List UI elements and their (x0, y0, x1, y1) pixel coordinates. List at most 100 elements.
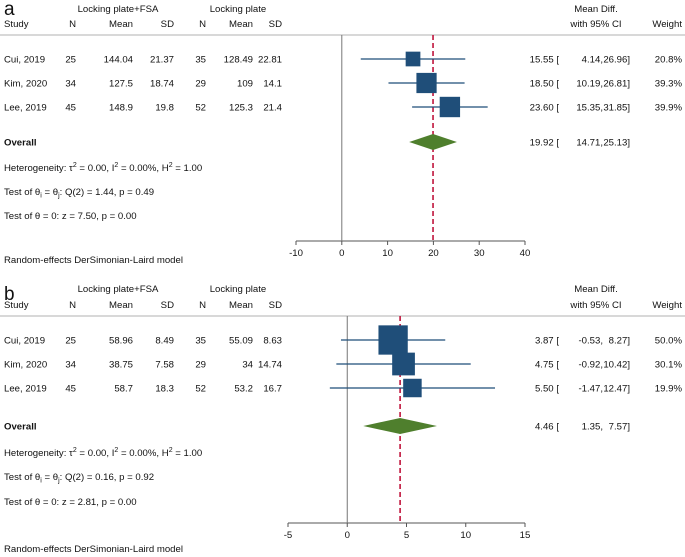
overall-label: Overall (4, 422, 37, 433)
stat-text: = 0.00, I (77, 448, 115, 459)
stat-text: = θ (42, 187, 58, 198)
header-effect-sub: with 95% CI (569, 300, 621, 311)
study-mean1: 58.7 (114, 384, 133, 395)
model-footnote: Random-effects DerSimonian-Laird model (4, 544, 183, 555)
study-md-value: 3.87 (535, 336, 554, 347)
x-tick-label: 40 (520, 248, 531, 259)
x-tick-label: -10 (289, 248, 303, 259)
study-ci-high: 10.42] (603, 360, 630, 371)
study-n2: 29 (195, 79, 206, 90)
study-sd1: 19.8 (155, 103, 174, 114)
subscript: j (57, 193, 60, 200)
panel-label: a (4, 0, 15, 20)
study-weight: 20.8% (655, 55, 683, 66)
x-tick-label: 5 (404, 530, 409, 541)
homogeneity-test: Test of θi = θj: Q(2) = 0.16, p = 0.92 (4, 472, 154, 485)
stat-text: Test of θ (4, 472, 40, 483)
study-weight: 39.9% (655, 103, 683, 114)
ci-open-bracket: [ (554, 79, 560, 90)
subscript: i (40, 478, 42, 485)
study-effect-box (439, 96, 461, 118)
x-tick-label: 15 (520, 530, 531, 541)
header-n2: N (199, 19, 206, 30)
header-group1: Locking plate+FSA (78, 4, 159, 15)
stat-text: = 0.00%, H (118, 448, 168, 459)
overall-md-value: 4.46 (535, 422, 554, 433)
study-name: Lee, 2019 (4, 103, 47, 114)
header-sd2: SD (269, 19, 282, 30)
study-mean1: 127.5 (109, 79, 133, 90)
study-sd2: 14.1 (263, 79, 282, 90)
heterogeneity-stat: Heterogeneity: τ2 = 0.00, I2 = 0.00%, H2… (4, 162, 202, 174)
study-n2: 35 (195, 336, 206, 347)
header-mean2: Mean (229, 19, 253, 30)
model-footnote: Random-effects DerSimonian-Laird model (4, 255, 183, 266)
study-mean1: 58.96 (109, 336, 133, 347)
stat-text: = 1.00 (173, 163, 203, 174)
study-weight: 50.0% (655, 336, 683, 347)
header-effect-title: Mean Diff. (574, 284, 618, 295)
overall-ci-high: 25.13] (603, 138, 630, 149)
ci-open-bracket: [ (554, 360, 560, 371)
study-ci-high: 26.81] (603, 79, 630, 90)
study-n1: 45 (65, 103, 76, 114)
study-sd2: 16.7 (263, 384, 282, 395)
overall-ci-low: 14.71, (576, 138, 603, 149)
overall-diamond (363, 418, 437, 434)
superscript: 2 (114, 162, 118, 169)
overall-effect-test: Test of θ = 0: z = 2.81, p = 0.00 (4, 497, 137, 508)
study-mean1: 148.9 (109, 103, 133, 114)
study-ci-low: -1.47, (578, 384, 603, 395)
study-weight: 39.3% (655, 79, 683, 90)
header-mean1: Mean (109, 300, 133, 311)
study-n1: 34 (65, 360, 76, 371)
study-sd2: 14.74 (258, 360, 283, 371)
overall-md: 4.46 [ (535, 422, 559, 433)
study-weight: 19.9% (655, 384, 683, 395)
header-group1: Locking plate+FSA (78, 284, 159, 295)
study-n1: 34 (65, 79, 76, 90)
overall-effect-test: Test of θ = 0: z = 7.50, p = 0.00 (4, 211, 137, 222)
overall-md: 19.92 [ (530, 138, 560, 149)
superscript: 2 (73, 447, 77, 454)
study-ci-low: -0.92, (578, 360, 603, 371)
study-n1: 25 (65, 55, 76, 66)
ci-open-bracket: [ (554, 422, 560, 433)
subscript: i (40, 193, 42, 200)
study-ci-high: 26.96] (603, 55, 630, 66)
study-mean2: 34 (242, 360, 253, 371)
study-sd1: 18.74 (150, 79, 175, 90)
study-n2: 35 (195, 55, 206, 66)
header-group2: Locking plate (210, 284, 267, 295)
study-effect-box (403, 378, 422, 398)
overall-md-value: 19.92 (530, 138, 554, 149)
header-n1: N (69, 300, 76, 311)
stat-text: Heterogeneity: τ (4, 448, 73, 459)
study-n2: 29 (195, 360, 206, 371)
header-sd1: SD (161, 300, 174, 311)
study-name: Lee, 2019 (4, 384, 47, 395)
x-tick-label: 0 (345, 530, 350, 541)
header-mean2: Mean (229, 300, 253, 311)
stat-text: Heterogeneity: τ (4, 163, 73, 174)
x-tick-label: 30 (474, 248, 485, 259)
header-effect-sub: with 95% CI (569, 19, 621, 30)
header-n1: N (69, 19, 76, 30)
heterogeneity-stat: Heterogeneity: τ2 = 0.00, I2 = 0.00%, H2… (4, 447, 202, 459)
panel-label: b (4, 284, 15, 305)
study-md: 4.75 [ (535, 360, 559, 371)
study-weight: 30.1% (655, 360, 683, 371)
study-name: Kim, 2020 (4, 79, 47, 90)
overall-ci-high: 7.57] (609, 422, 630, 433)
study-mean1: 144.04 (104, 55, 134, 66)
header-weight: Weight (652, 19, 682, 30)
study-md-value: 5.50 (535, 384, 554, 395)
header-effect-title: Mean Diff. (574, 4, 618, 15)
superscript: 2 (169, 162, 173, 169)
study-sd1: 8.49 (155, 336, 174, 347)
homogeneity-test: Test of θi = θj: Q(2) = 1.44, p = 0.49 (4, 187, 154, 200)
study-name: Cui, 2019 (4, 55, 45, 66)
